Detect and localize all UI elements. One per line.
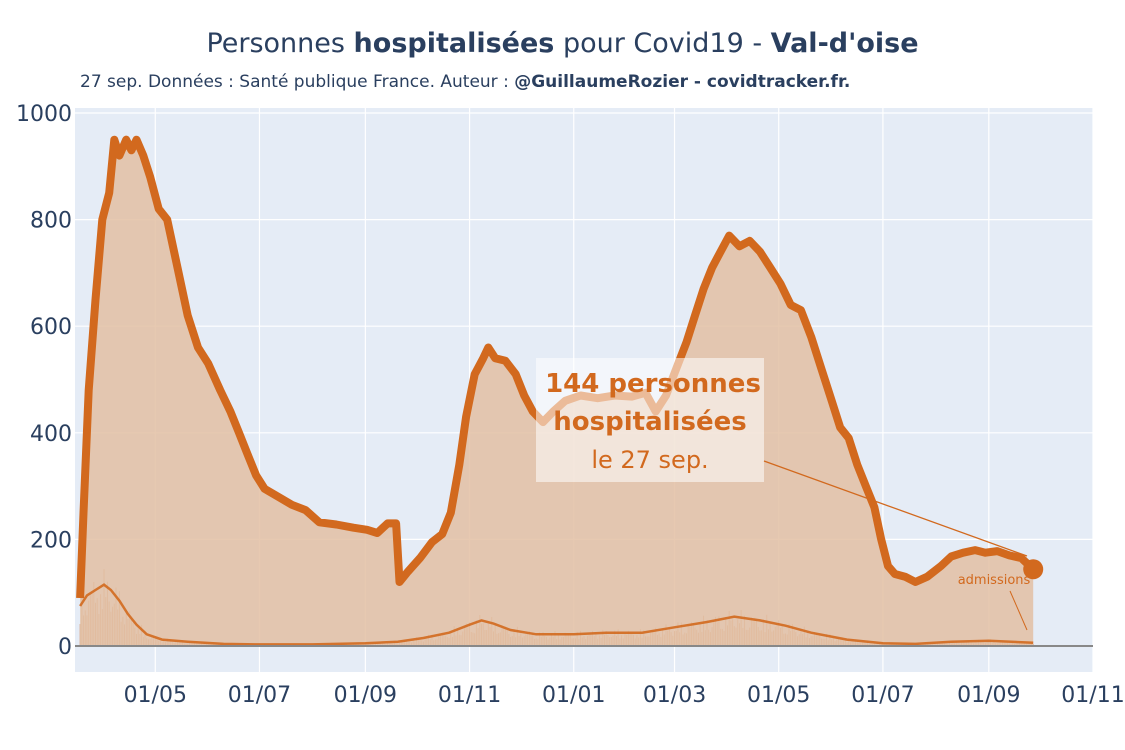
subtitle-text: 27 sep. Données : Santé publique France.… [80, 72, 515, 92]
annotation-box [536, 358, 764, 482]
x-tick-label: 01/05 [747, 683, 810, 708]
y-tick-label: 0 [58, 635, 72, 660]
title-text-mid: pour Covid19 - [554, 28, 771, 59]
annotation-arrow [763, 460, 1028, 557]
annotation-line-2: hospitalisées [553, 407, 746, 437]
admissions-line [79, 583, 1034, 646]
chart-title: Personnes hospitalisées pour Covid19 - V… [0, 28, 1125, 59]
x-tick-label: 01/05 [124, 683, 187, 708]
y-tick-label: 1000 [16, 102, 72, 127]
x-tick-label: 01/03 [643, 683, 706, 708]
x-tick-label: 01/07 [228, 683, 291, 708]
x-tick-label: 01/07 [851, 683, 914, 708]
y-tick-label: 600 [30, 315, 72, 340]
y-tick-label: 800 [30, 209, 72, 234]
title-text-pre: Personnes [206, 28, 354, 59]
x-tick-label: 01/11 [1061, 683, 1124, 708]
subtitle-author: @GuillaumeRozier - covidtracker.fr. [514, 72, 851, 92]
y-tick-label: 200 [30, 528, 72, 553]
annotation-line-3: le 27 sep. [591, 446, 708, 474]
hospitalisees-area [80, 139, 1034, 646]
last-value-marker [1023, 559, 1044, 580]
admissions-label: admissions [958, 573, 1031, 588]
annotation-line-1: 144 personnes [545, 369, 761, 399]
admissions-arrow [1009, 590, 1028, 631]
chart-subtitle: 27 sep. Données : Santé publique France.… [80, 72, 850, 92]
y-tick-label: 400 [30, 422, 72, 447]
y-axis-ticks: 0 200 400 600 800 1000 [16, 102, 72, 660]
hospitalisees-line [76, 135, 1036, 599]
x-tick-label: 01/09 [334, 683, 397, 708]
x-tick-label: 01/09 [957, 683, 1020, 708]
x-axis-ticks: 01/05 01/07 01/09 01/11 01/01 01/03 01/05 01/07… [124, 683, 1125, 708]
title-bold-2: Val-d'oise [770, 28, 919, 59]
title-bold-1: hospitalisées [353, 28, 555, 59]
x-tick-label: 01/01 [542, 683, 605, 708]
x-tick-label: 01/11 [438, 683, 501, 708]
